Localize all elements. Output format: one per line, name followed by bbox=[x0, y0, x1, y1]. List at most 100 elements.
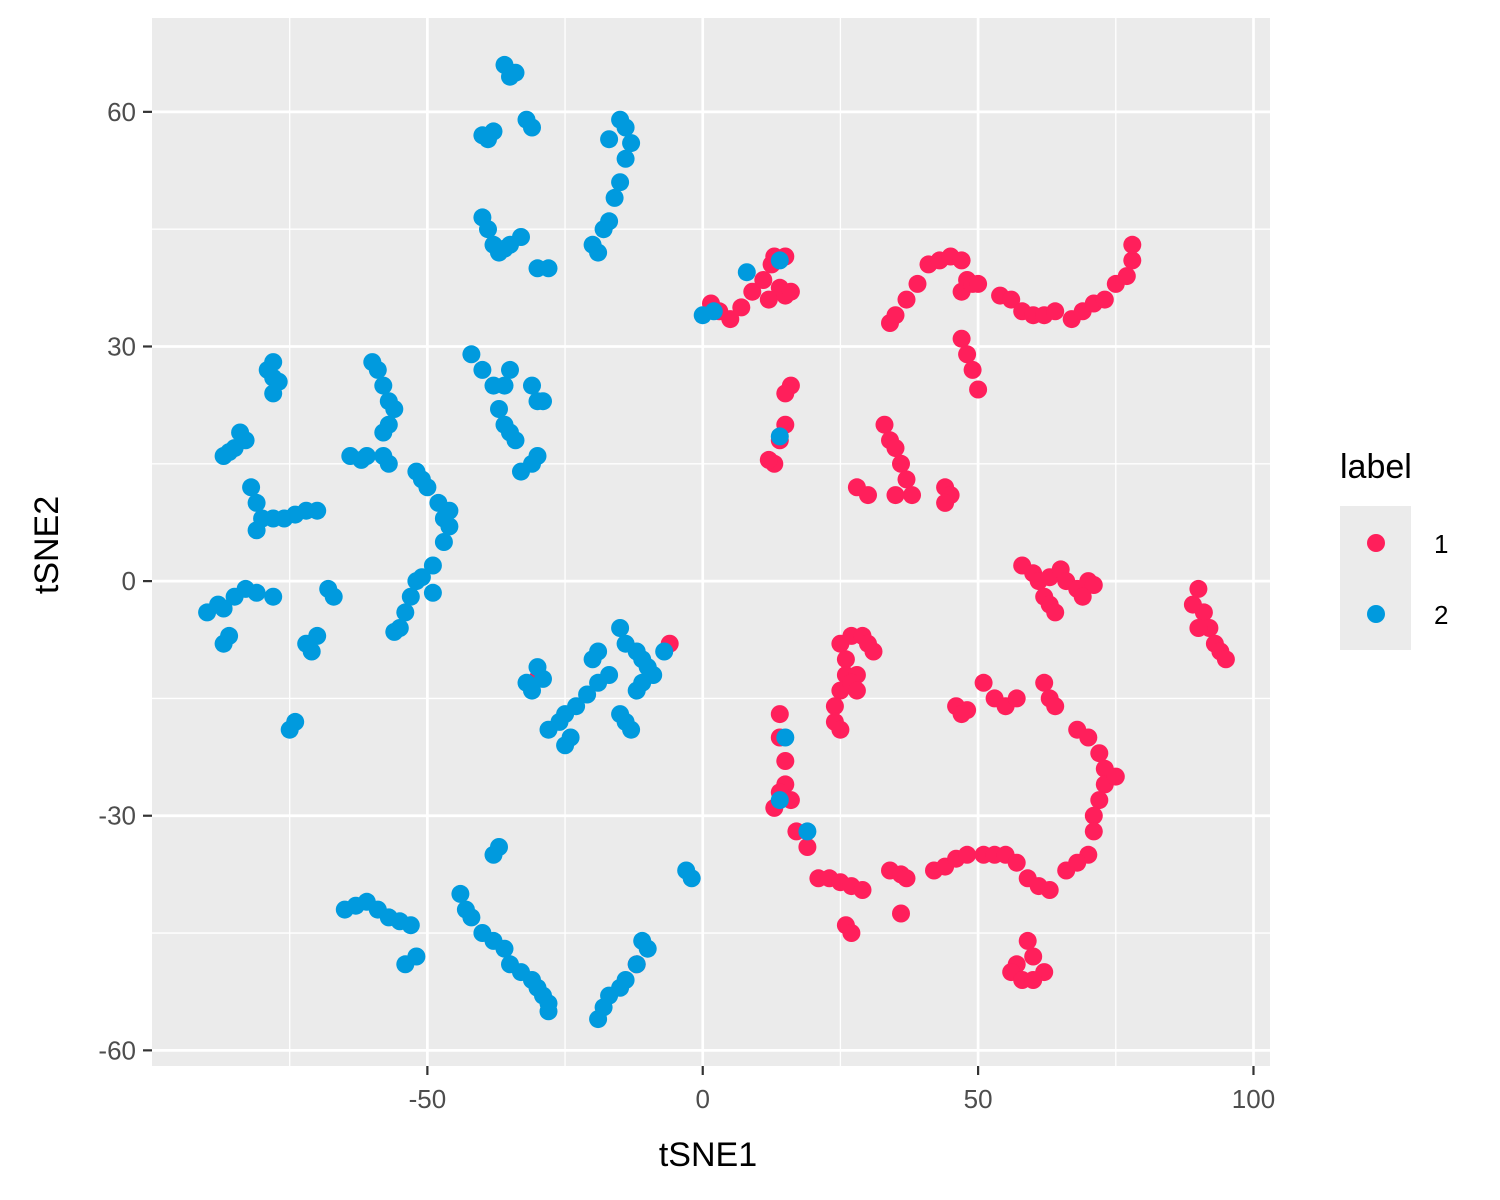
legend-key-background bbox=[1340, 506, 1411, 650]
point-label-2 bbox=[462, 345, 481, 364]
point-label-2 bbox=[308, 501, 327, 520]
point-label-2 bbox=[539, 1002, 558, 1021]
point-label-2 bbox=[770, 427, 789, 446]
point-label-2 bbox=[578, 685, 597, 704]
legend-key-2 bbox=[1367, 605, 1385, 623]
point-label-2 bbox=[247, 493, 266, 512]
point-label-2 bbox=[385, 622, 404, 641]
point-label-2 bbox=[600, 666, 619, 684]
point-label-1 bbox=[1073, 587, 1092, 606]
point-label-2 bbox=[534, 392, 552, 411]
point-label-2 bbox=[589, 243, 608, 262]
point-label-2 bbox=[770, 251, 789, 270]
point-label-1 bbox=[936, 493, 955, 512]
point-label-1 bbox=[781, 282, 800, 301]
point-label-1 bbox=[853, 881, 872, 899]
point-label-2 bbox=[611, 173, 630, 192]
point-label-2 bbox=[605, 188, 624, 207]
point-label-1 bbox=[1007, 853, 1026, 872]
point-label-1 bbox=[952, 705, 971, 724]
point-label-1 bbox=[1018, 931, 1037, 950]
panel-background bbox=[152, 18, 1270, 1066]
point-label-1 bbox=[776, 752, 795, 770]
point-label-1 bbox=[721, 310, 740, 329]
point-label-1 bbox=[1106, 767, 1125, 786]
point-label-1 bbox=[732, 298, 751, 317]
point-label-2 bbox=[280, 720, 299, 739]
point-label-1 bbox=[892, 454, 910, 473]
point-label-1 bbox=[798, 838, 817, 856]
point-label-1 bbox=[908, 274, 927, 293]
point-label-1 bbox=[892, 904, 910, 923]
point-label-2 bbox=[214, 634, 233, 653]
point-label-2 bbox=[357, 447, 376, 465]
point-label-2 bbox=[539, 259, 558, 278]
point-label-2 bbox=[495, 939, 514, 958]
point-label-2 bbox=[638, 939, 657, 958]
legend: label 1 2 bbox=[1340, 448, 1448, 650]
x-tick-label: -50 bbox=[409, 1084, 447, 1114]
point-label-1 bbox=[1002, 290, 1021, 309]
point-label-2 bbox=[451, 884, 470, 903]
point-label-2 bbox=[501, 360, 519, 379]
point-label-1 bbox=[1035, 673, 1054, 692]
point-label-2 bbox=[523, 376, 541, 395]
legend-key-1 bbox=[1367, 534, 1385, 552]
point-label-2 bbox=[506, 63, 525, 82]
point-label-1 bbox=[903, 486, 921, 505]
legend-label-1: 1 bbox=[1434, 529, 1448, 559]
point-label-2 bbox=[616, 149, 635, 168]
y-axis: -60 -30 0 30 60 bbox=[98, 97, 152, 1065]
y-tick-label: -30 bbox=[98, 801, 136, 831]
point-label-1 bbox=[836, 650, 855, 669]
point-label-2 bbox=[423, 556, 442, 575]
point-label-2 bbox=[682, 869, 701, 888]
point-label-1 bbox=[886, 439, 905, 458]
point-label-1 bbox=[952, 329, 971, 348]
point-label-1 bbox=[958, 345, 977, 364]
point-label-2 bbox=[490, 400, 508, 418]
point-label-2 bbox=[379, 415, 398, 434]
point-label-1 bbox=[1024, 971, 1043, 989]
point-label-1 bbox=[969, 274, 988, 293]
point-label-2 bbox=[655, 642, 674, 661]
point-label-2 bbox=[214, 447, 233, 465]
y-tick-label: 30 bbox=[107, 331, 136, 361]
x-tick-label: 0 bbox=[696, 1084, 710, 1114]
point-label-1 bbox=[963, 360, 982, 379]
x-tick-label: 100 bbox=[1232, 1084, 1275, 1114]
point-label-1 bbox=[1084, 822, 1103, 841]
point-label-2 bbox=[512, 228, 530, 246]
point-label-1 bbox=[1090, 791, 1109, 810]
point-label-2 bbox=[385, 400, 404, 418]
point-label-2 bbox=[594, 220, 613, 239]
point-label-2 bbox=[423, 583, 442, 602]
point-label-2 bbox=[418, 478, 437, 497]
point-label-1 bbox=[952, 251, 971, 270]
major-gridlines bbox=[152, 18, 1270, 1066]
point-label-1 bbox=[1189, 619, 1208, 637]
point-label-2 bbox=[616, 118, 635, 137]
point-label-2 bbox=[770, 791, 789, 810]
point-label-2 bbox=[798, 822, 817, 841]
point-label-2 bbox=[622, 134, 641, 153]
point-label-2 bbox=[396, 603, 415, 622]
point-label-1 bbox=[831, 720, 850, 739]
point-label-2 bbox=[627, 955, 646, 974]
point-label-2 bbox=[479, 220, 497, 239]
point-label-2 bbox=[776, 728, 795, 747]
point-label-2 bbox=[379, 454, 398, 473]
point-label-2 bbox=[264, 384, 283, 403]
point-label-2 bbox=[247, 521, 266, 540]
point-label-1 bbox=[1007, 689, 1026, 708]
point-label-1 bbox=[754, 271, 773, 289]
point-label-1 bbox=[743, 282, 762, 301]
point-label-1 bbox=[1084, 806, 1103, 825]
point-label-1 bbox=[897, 470, 916, 489]
point-label-2 bbox=[440, 501, 459, 520]
point-label-1 bbox=[825, 697, 844, 716]
point-label-2 bbox=[506, 431, 525, 450]
point-label-2 bbox=[583, 650, 602, 669]
point-label-1 bbox=[1117, 267, 1136, 286]
